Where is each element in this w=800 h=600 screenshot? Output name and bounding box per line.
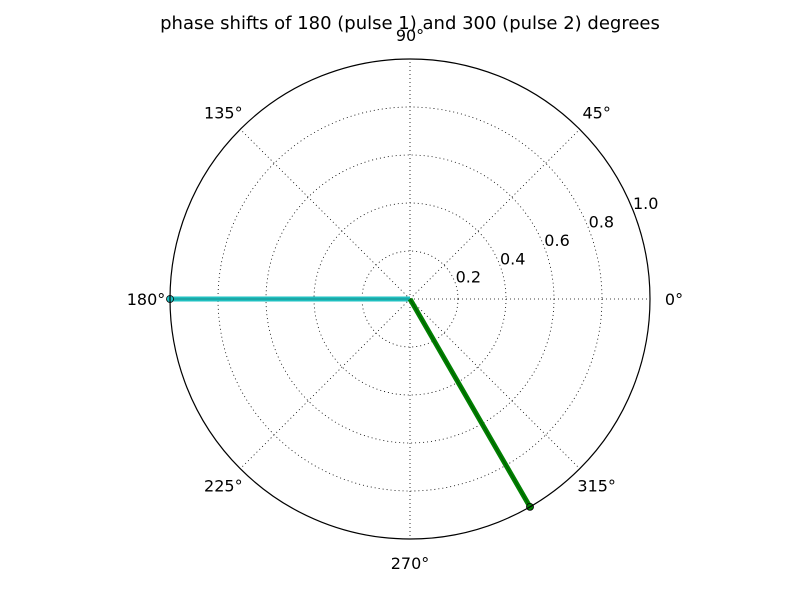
angular-gridline: [240, 298, 411, 469]
angular-gridline: [409, 129, 580, 300]
angle-tick-label: 180°: [127, 290, 166, 309]
series-line-2: [407, 297, 533, 509]
tick-labels: 0° 45° 90° 135° 180° 225° 270° 315° 0.2 0.4 0.6 0.8…: [127, 26, 683, 573]
polar-frame: [169, 58, 651, 540]
radial-tick-label: 0.8: [589, 213, 614, 232]
angle-tick-label: 270°: [391, 554, 430, 573]
angle-tick-label: 0°: [665, 290, 683, 309]
angular-gridline: [240, 129, 411, 300]
radial-tick-label: 0.2: [456, 268, 481, 287]
radial-tick-label: 0.6: [544, 231, 569, 250]
chart-title: phase shifts of 180 (pulse 1) and 300 (p…: [160, 13, 660, 34]
angle-tick-label: 135°: [204, 103, 243, 122]
angle-tick-label: 225°: [204, 477, 243, 496]
radial-tick-label: 0.4: [500, 249, 525, 268]
angular-gridline: [409, 298, 580, 469]
radial-tick-label: 1.0: [633, 194, 658, 213]
angle-tick-label: 45°: [582, 103, 610, 122]
angle-tick-label: 90°: [396, 26, 424, 45]
angle-tick-label: 315°: [577, 477, 616, 496]
series-edge-2: [409, 298, 531, 508]
